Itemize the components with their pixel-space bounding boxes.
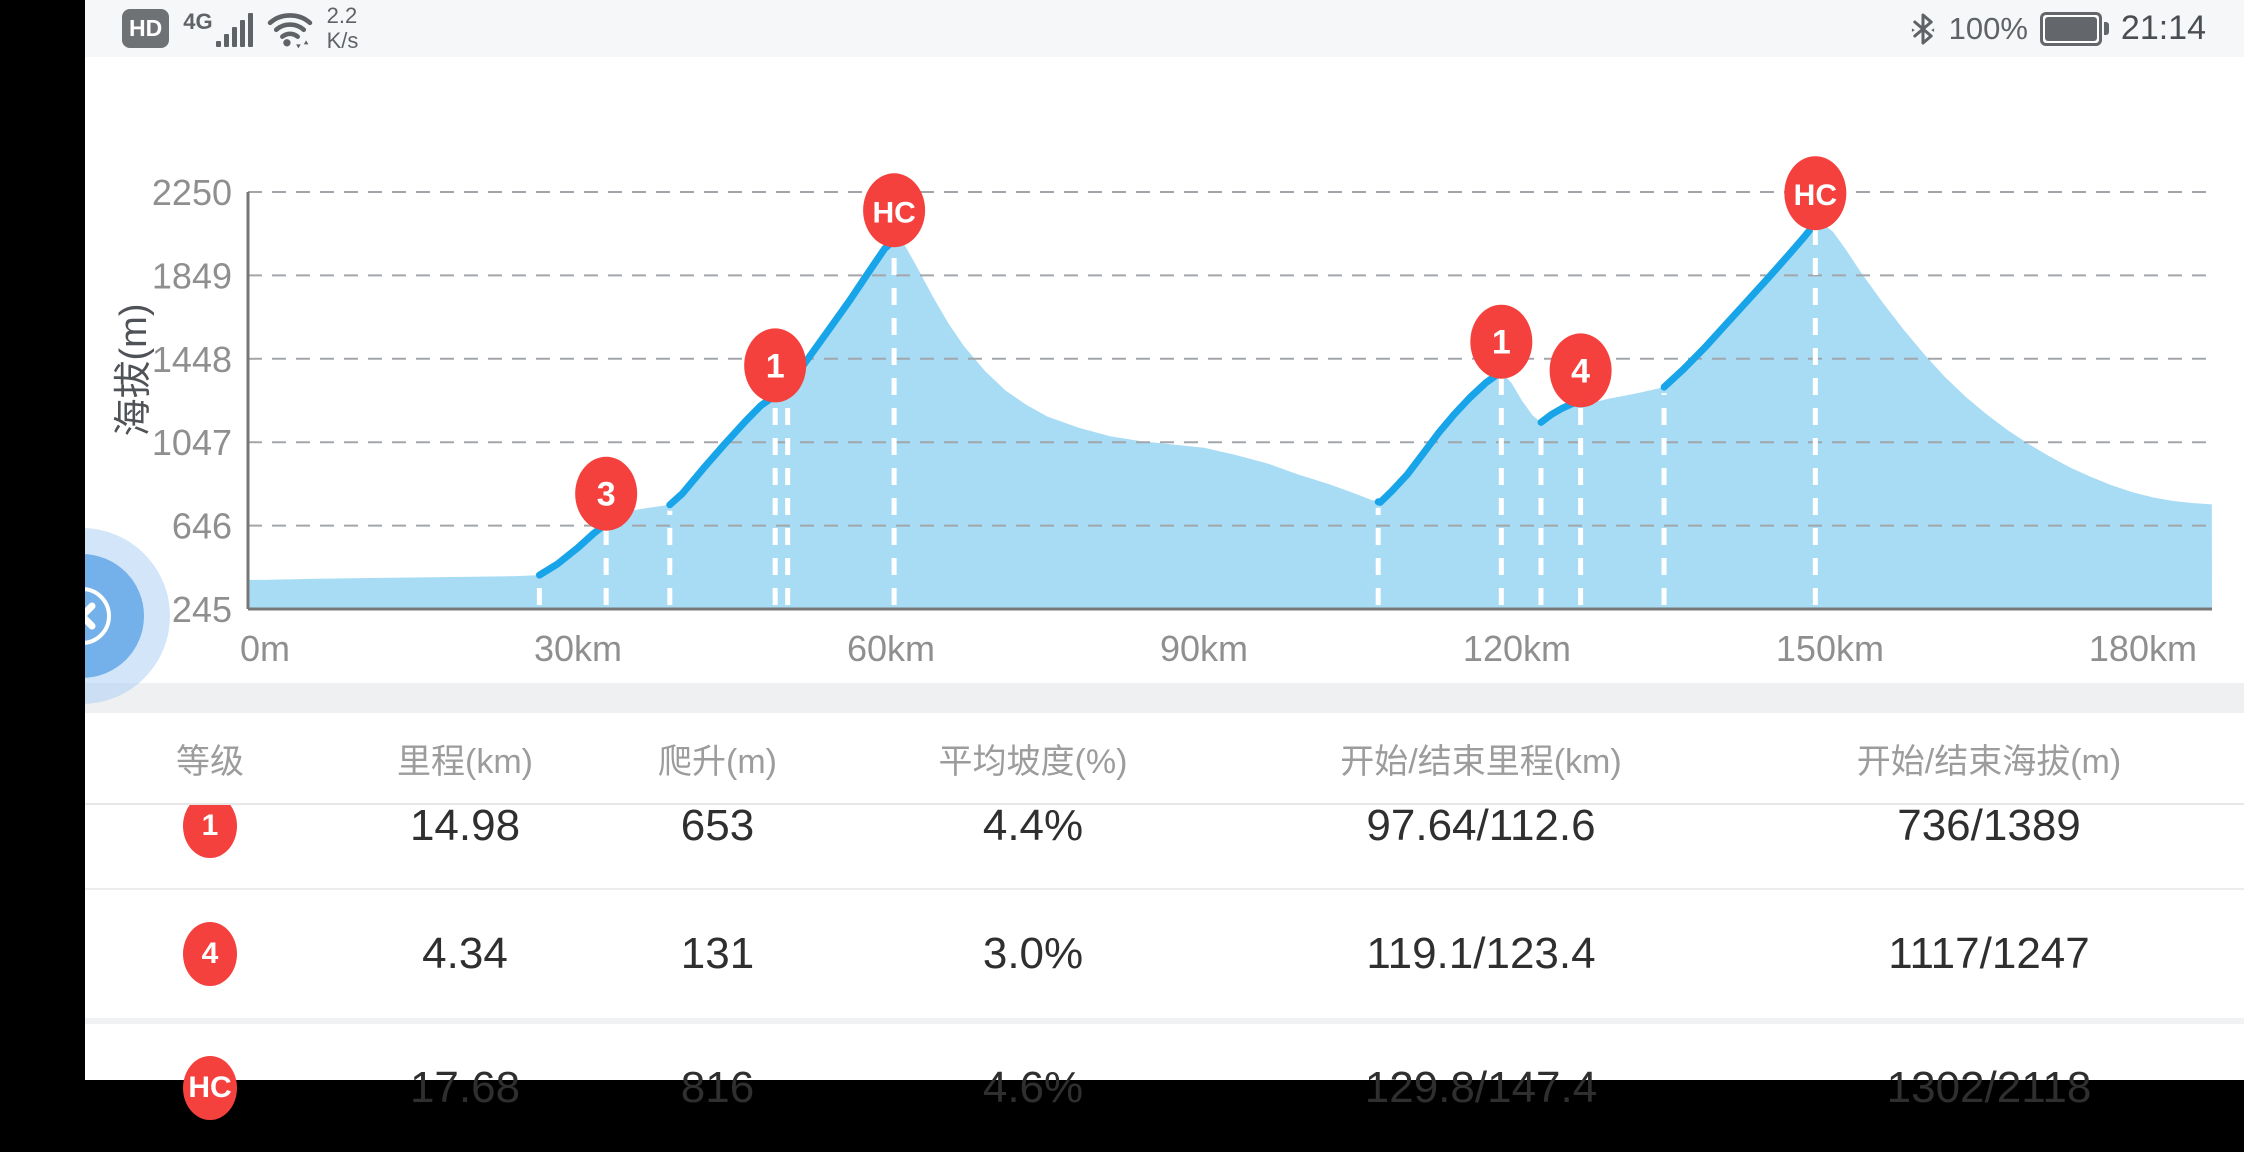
start-end-elev-value: 736/1389 (1897, 805, 2081, 850)
elevation-chart-panel[interactable]: 海拔(m) 2250 1849 1448 1047 646 245 0m 30km 60km 90… (0, 57, 2244, 683)
x-tick-label: 30km (534, 628, 622, 669)
start-end-elev-value: 1302/2118 (1886, 1063, 2092, 1112)
bluetooth-icon (1911, 12, 1934, 45)
start-end-km-value: 119.1/123.4 (1366, 929, 1596, 978)
x-tick-label: 150km (1776, 628, 1884, 669)
battery-percent-label: 100% (1948, 10, 2028, 46)
distance-value: 4.34 (422, 929, 508, 978)
climb-badge[interactable] (744, 328, 807, 403)
grade-badge: 1 (183, 805, 237, 858)
y-tick-label: 646 (172, 506, 232, 547)
climb-highlight (1374, 368, 1505, 506)
grade-badge: HC (183, 1056, 237, 1120)
gradient-value: 4.4% (982, 805, 1084, 850)
screen-edge-bar (0, 0, 85, 1080)
climb-badge[interactable] (863, 173, 926, 248)
header-grade: 等级 (176, 742, 244, 781)
climb-badge[interactable] (1784, 156, 1847, 231)
climbs-table: 等级 里程(km) 爬升(m) 平均坡度(%) 开始/结束里程(km) 开始/结… (0, 713, 2244, 1120)
climb-value: 653 (680, 805, 755, 850)
climb-value: 816 (680, 1063, 755, 1112)
speed-value: 2.2 (326, 3, 358, 29)
gradient-value: 4.6% (982, 1063, 1084, 1112)
elevation-area (248, 223, 2212, 609)
gradient-value: 3.0% (982, 929, 1084, 978)
app-screen: HD 4G 2.2 K/s (0, 0, 2244, 1120)
start-end-km-value: 129.8/147.4 (1364, 1063, 1598, 1112)
network-speed: 2.2 K/s (326, 3, 359, 53)
start-end-km-value: 97.64/112.6 (1366, 805, 1596, 850)
climb-badge[interactable] (575, 456, 638, 531)
table-row[interactable]: HC 17.68 816 4.6% 129.8/147.4 1302/2118 (0, 1024, 2244, 1152)
y-tick-label: 245 (172, 589, 232, 630)
x-tick-label: 120km (1463, 628, 1571, 669)
header-gradient: 平均坡度(%) (938, 742, 1128, 781)
climb-highlight (535, 520, 610, 579)
clock-label: 21:14 (2120, 9, 2206, 47)
battery-icon (2039, 11, 2109, 46)
status-right-cluster: 100% 21:14 (1909, 9, 2244, 48)
grade-badge: 4 (183, 922, 237, 986)
climb-badge-label: 3 (597, 476, 616, 514)
wifi-icon (267, 12, 312, 48)
header-start-end-km: 开始/结束里程(km) (1340, 742, 1622, 781)
climb-badge-label: HC (1794, 179, 1837, 212)
climb-badge-label: 1 (766, 347, 785, 385)
climb-badge-label: HC (872, 196, 915, 229)
y-tick-label: 2250 (152, 172, 232, 213)
cellular-signal-icon: 4G (183, 8, 253, 47)
climb-badge-label: 1 (1492, 324, 1511, 362)
speed-unit: K/s (326, 27, 359, 53)
x-tick-label: 0m (240, 628, 290, 669)
header-climb: 爬升(m) (658, 742, 777, 781)
y-tick-label: 1849 (152, 255, 232, 296)
climb-value: 131 (680, 929, 755, 978)
x-tick-label: 60km (847, 628, 935, 669)
header-distance: 里程(km) (397, 742, 533, 781)
x-tick-label: 90km (1160, 628, 1248, 669)
row-separator (0, 1018, 2244, 1024)
x-tick-label: 180km (2089, 628, 2197, 669)
table-row[interactable]: 4 4.34 131 3.0% 119.1/123.4 1117/1247 (0, 890, 2244, 1018)
header-start-end-elev: 开始/结束海拔(m) (1856, 742, 2122, 781)
table-header-row: 等级 里程(km) 爬升(m) 平均坡度(%) 开始/结束里程(km) 开始/结… (0, 713, 2244, 805)
hd-icon: HD (122, 9, 170, 48)
distance-value: 17.68 (409, 1063, 521, 1112)
distance-value: 14.98 (409, 805, 521, 850)
y-tick-label: 1047 (152, 422, 232, 463)
climb-badge[interactable] (1470, 304, 1533, 379)
climb-badge-label: 4 (1571, 352, 1590, 390)
climb-highlight (1660, 219, 1819, 391)
start-end-elev-value: 1117/1247 (1888, 929, 2090, 978)
table-row[interactable]: 1 14.98 653 4.4% 97.64/112.6 736/1389 (0, 805, 2244, 890)
climb-badge[interactable] (1549, 333, 1612, 408)
panel-divider (0, 683, 2244, 713)
y-tick-label: 1448 (152, 339, 232, 380)
signal-bars-icon (215, 12, 253, 47)
status-left-cluster: HD 4G 2.2 K/s (0, 4, 358, 52)
network-type-label: 4G (183, 8, 213, 34)
status-bar: HD 4G 2.2 K/s (0, 0, 2244, 57)
